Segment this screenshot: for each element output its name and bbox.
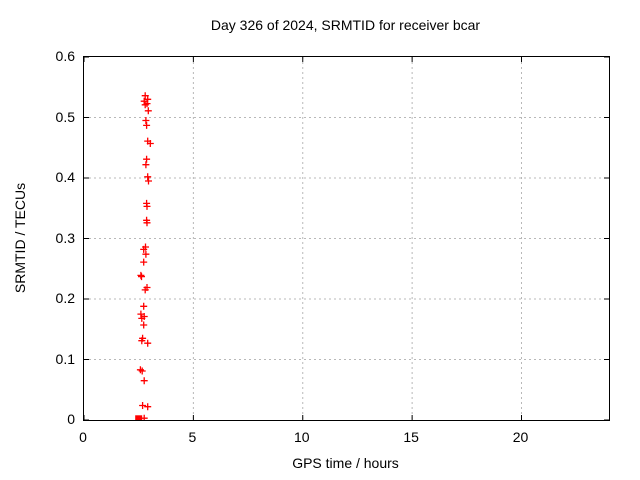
axis-tick-marks [84,57,609,420]
srmtid-plus-markers [136,92,154,420]
scatter-plot-canvas [84,57,609,420]
gridlines [84,57,609,420]
y-tick-label: 0.2 [55,290,75,306]
x-tick-label: 10 [293,429,310,445]
chart-title: Day 326 of 2024, SRMTID for receiver bca… [210,17,481,33]
y-tick-label: 0.3 [55,229,75,246]
y-tick-label: 0.6 [55,48,75,64]
plot-area [83,56,610,421]
y-axis-label: SRMTID / TECUs [12,182,28,294]
x-tick-label: 15 [403,429,419,445]
srmtid-square-markers [135,415,143,420]
y-tick-label: 0 [67,411,75,427]
x-axis-label: GPS time / hours [292,455,399,471]
y-tick-label: 0.5 [55,108,75,125]
x-tick-label: 5 [188,429,197,445]
x-tick-label: 0 [79,429,87,445]
x-tick-label: 20 [512,429,529,445]
y-tick-label: 0.4 [55,169,75,185]
y-tick-label: 0.1 [55,350,75,367]
